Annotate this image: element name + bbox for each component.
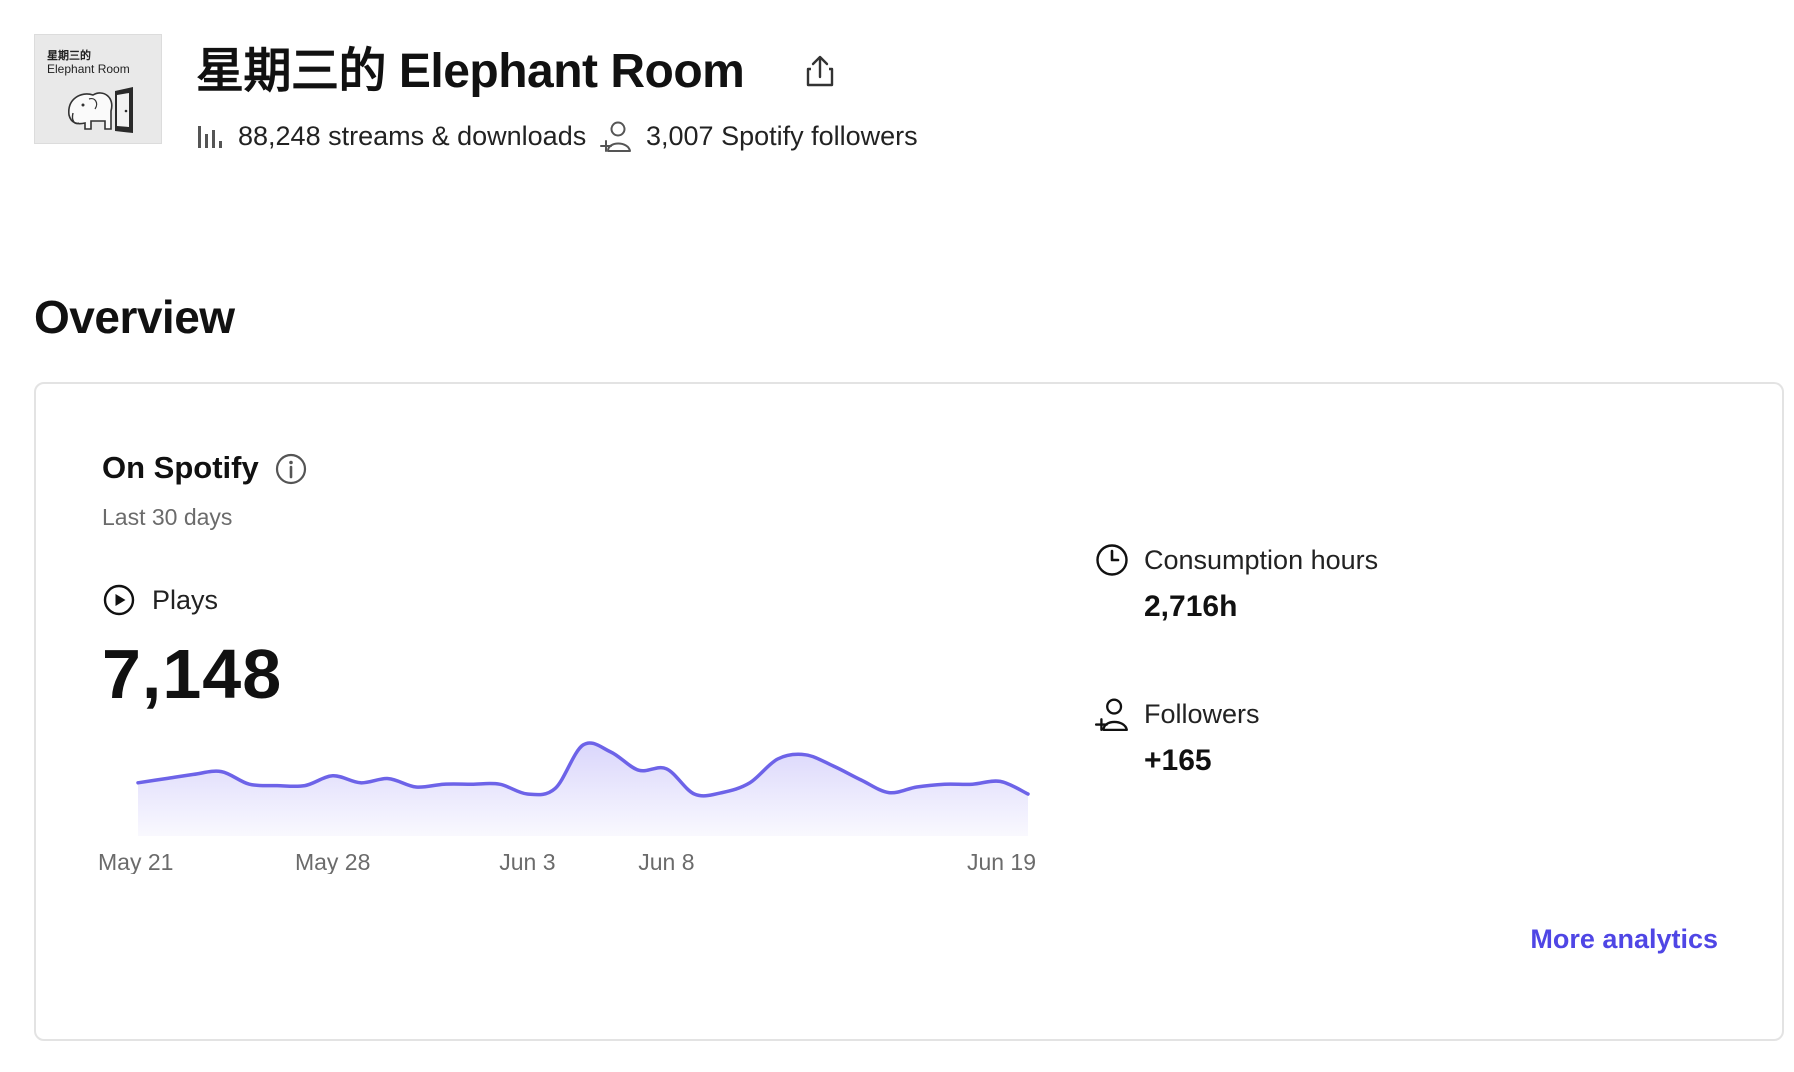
consumption-hours-metric: Consumption hours 2,716h <box>1094 540 1378 624</box>
plays-area-chart: May 21 May 28 Jun 3 Jun 8 Jun 19 <box>98 741 1036 874</box>
consumption-hours-value: 2,716h <box>1144 590 1238 623</box>
x-tick-label: May 28 <box>295 849 370 874</box>
elephant-door-illustration <box>68 87 133 133</box>
cover-title-line1: 星期三的 <box>47 50 91 62</box>
podcast-header: 星期三的 Elephant Room 星期三的 Elephant Room <box>34 34 1734 154</box>
followers-metric: Followers +165 <box>1094 694 1260 778</box>
x-axis-ticks: May 21 May 28 Jun 3 Jun 8 Jun 19 <box>98 849 1036 874</box>
podcast-cover-image[interactable]: 星期三的 Elephant Room <box>34 34 162 144</box>
info-icon[interactable] <box>274 452 308 486</box>
plays-value: 7,148 <box>102 635 283 713</box>
plays-label-row: Plays <box>102 580 218 620</box>
streams-downloads-text: 88,248 streams & downloads <box>238 120 587 151</box>
play-circle-icon <box>103 584 135 616</box>
spotify-overview-card: On Spotify Last 30 days Plays 7,148 May … <box>34 382 1784 1041</box>
followers-stat: 3,007 Spotify followers <box>600 116 918 156</box>
spotify-followers-text: 3,007 Spotify followers <box>646 120 918 151</box>
x-tick-label: Jun 3 <box>499 849 555 874</box>
card-title: On Spotify <box>102 450 259 485</box>
followers-label: Followers <box>1144 698 1260 729</box>
followers-value: +165 <box>1144 744 1212 777</box>
x-tick-label: Jun 19 <box>967 849 1036 874</box>
user-plus-icon <box>1094 698 1128 732</box>
plays-area-fill <box>138 742 1028 836</box>
bar-chart-icon <box>198 126 222 148</box>
consumption-label-row: Consumption hours <box>1094 540 1378 580</box>
user-plus-icon <box>600 121 631 152</box>
streams-stat: 88,248 streams & downloads <box>196 116 586 156</box>
podcast-title: 星期三的 Elephant Room <box>196 45 745 98</box>
consumption-hours-label: Consumption hours <box>1144 544 1379 575</box>
cover-title-line2: Elephant Room <box>47 62 130 76</box>
plays-label: Plays <box>152 584 219 615</box>
share-icon[interactable] <box>800 52 840 92</box>
more-analytics-link[interactable]: More analytics <box>1530 924 1718 954</box>
x-tick-label: Jun 8 <box>638 849 694 874</box>
overview-heading: Overview <box>34 291 235 343</box>
period-subtitle: Last 30 days <box>102 504 233 530</box>
plays-line <box>136 741 1030 798</box>
clock-icon <box>1096 544 1128 576</box>
followers-label-row: Followers <box>1094 694 1260 734</box>
x-tick-label: May 21 <box>98 849 173 874</box>
